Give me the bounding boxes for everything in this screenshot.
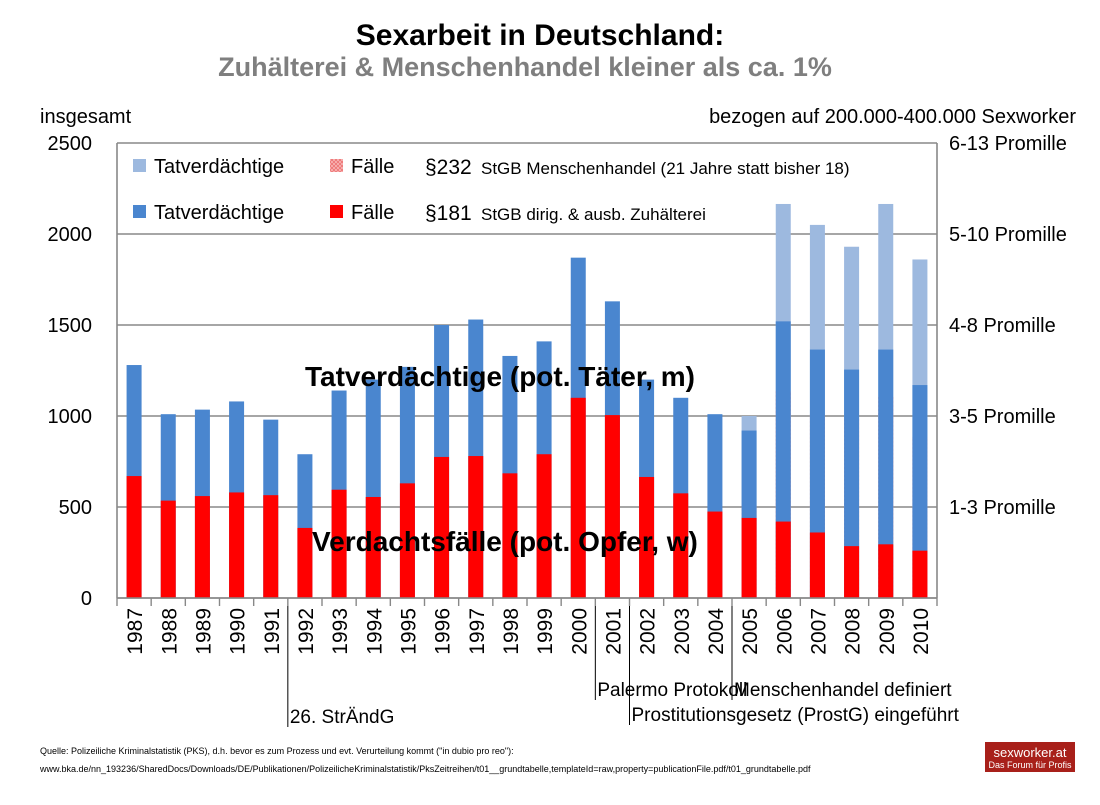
annotations: 26. StrÄndG Palermo Protokoll Prostitution…	[287, 606, 960, 728]
x-tick-label: 2001	[602, 608, 625, 655]
overlay-label-upper: Tatverdächtige (pot. Täter, m)	[305, 361, 695, 392]
bar-faelle-181-1999	[536, 454, 552, 598]
logo-name: sexworker.at	[994, 745, 1067, 760]
x-tick-label: 1998	[500, 608, 523, 655]
x-tick-label: 1987	[124, 608, 147, 655]
x-tick-label: 1990	[227, 608, 250, 655]
x-tick-label: 2007	[807, 608, 830, 655]
chart-title: Sexarbeit in Deutschland:	[356, 19, 724, 52]
y-tick-label: 1000	[48, 406, 93, 428]
legend-text-181: StGB dirig. & ausb. Zuhälterei	[481, 205, 706, 224]
bar-faelle-181-1994	[365, 496, 381, 598]
right-tick-label: 4-8 Promille	[949, 315, 1056, 337]
y-axis-right-label: bezogen auf 200.000-400.000 Sexworker	[709, 106, 1076, 128]
bar-faelle-181-1992	[297, 527, 313, 598]
bar-faelle-181-2003	[673, 493, 689, 598]
right-tick-label: 1-3 Promille	[949, 497, 1056, 519]
x-tick-label: 2004	[705, 608, 728, 655]
legend-swatch-faelle-232	[330, 159, 343, 172]
bar-faelle-181-1995	[399, 483, 415, 598]
source-line-1: Quelle: Polizeiliche Kriminalstatistik (…	[40, 746, 514, 756]
bar-faelle-181-1993	[331, 489, 347, 598]
legend-swatch-tatv-232	[133, 159, 146, 172]
x-tick-label: 1999	[534, 608, 557, 655]
bar-tatv-181-2008	[844, 369, 860, 598]
x-tick-label: 2010	[910, 608, 933, 655]
bar-faelle-181-1987	[126, 476, 142, 598]
x-tick-label: 2008	[842, 608, 865, 655]
legend-para-232: §232	[425, 156, 472, 179]
bar-faelle-181-2009	[878, 544, 894, 598]
x-tick-label: 1991	[261, 608, 284, 655]
bar-faelle-181-1991	[263, 495, 279, 598]
bar-faelle-181-2005	[741, 517, 757, 598]
legend-label-faelle-181: Fälle	[351, 202, 394, 224]
bar-faelle-181-2001	[604, 415, 620, 598]
bar-faelle-181-2006	[775, 521, 791, 598]
bar-faelle-181-2004	[707, 511, 723, 598]
annotation-label: Palermo Protokoll	[597, 680, 747, 701]
y-tick-label: 0	[81, 588, 92, 610]
x-tick-label: 2006	[773, 608, 796, 655]
legend-label-tatv-232: Tatverdächtige	[154, 156, 284, 178]
bar-faelle-181-2000	[570, 397, 586, 598]
bar-tatv-181-2009	[878, 349, 894, 598]
annotation-label: Menschenhandel definiert	[734, 680, 952, 701]
right-tick-label: 6-13 Promille	[949, 133, 1067, 155]
y-axis-left-label: insgesamt	[40, 106, 132, 128]
x-tick-label: 1997	[466, 608, 489, 655]
bar-faelle-181-1997	[468, 456, 484, 598]
annotation-label: Prostitutionsgesetz (ProstG) eingeführt	[632, 705, 960, 726]
x-tick-label: 1994	[363, 608, 386, 655]
x-tick-label: 2002	[637, 608, 660, 655]
bar-faelle-181-2010	[912, 550, 928, 598]
x-tick-label: 2009	[876, 608, 899, 655]
x-tick-label: 1989	[192, 608, 215, 655]
x-tick-label: 1996	[432, 608, 455, 655]
x-tick-label: 2003	[671, 608, 694, 655]
bar-tatv-181-2010	[912, 385, 928, 598]
logo-tagline: Das Forum für Profis	[988, 760, 1072, 770]
legend-label-faelle-232: Fälle	[351, 156, 394, 178]
logo: sexworker.at Das Forum für Profis	[985, 742, 1075, 772]
bar-faelle-181-1988	[160, 500, 176, 598]
x-tick-label: 1988	[158, 608, 181, 655]
overlay-label-lower: Verdachtsfälle (pot. Opfer, w)	[312, 526, 698, 557]
y-tick-label: 500	[59, 497, 92, 519]
y-tick-label: 2000	[48, 224, 93, 246]
logo-background	[985, 742, 1075, 772]
bar-faelle-181-2002	[639, 476, 655, 598]
bar-faelle-181-1998	[502, 473, 518, 598]
y-tick-label: 1500	[48, 315, 93, 337]
x-tick-label: 1992	[295, 608, 318, 655]
right-tick-label: 5-10 Promille	[949, 224, 1067, 246]
x-tick-label: 1995	[397, 608, 420, 655]
legend-text-232: StGB Menschenhandel (21 Jahre statt bish…	[481, 159, 850, 178]
bar-faelle-181-2008	[844, 546, 860, 598]
x-tick-label: 2000	[568, 608, 591, 655]
x-tick-label: 1993	[329, 608, 352, 655]
legend-swatch-faelle-181	[330, 205, 343, 218]
chart-subtitle: Zuhälterei & Menschenhandel kleiner als …	[218, 52, 832, 82]
annotation-label: 26. StrÄndG	[290, 707, 395, 728]
x-axis: 1987 1988 1989 1990 1991 1992 1993 1994 1995 1996…	[116, 597, 938, 655]
y-ticks: 0 500 1000 1500 2000 2500	[48, 133, 93, 610]
legend-swatch-tatv-181	[133, 205, 146, 218]
right-tick-label: 3-5 Promille	[949, 406, 1056, 428]
bar-faelle-181-1990	[229, 492, 245, 598]
bar-faelle-181-1989	[194, 496, 210, 598]
source-line-2: www.bka.de/nn_193236/SharedDocs/Download…	[39, 764, 811, 774]
x-tick-label: 2005	[739, 608, 762, 655]
right-ticks: 6-13 Promille 5-10 Promille 4-8 Promille 3-…	[949, 133, 1067, 519]
legend-label-tatv-181: Tatverdächtige	[154, 202, 284, 224]
bar-faelle-181-2007	[809, 532, 825, 598]
y-tick-label: 2500	[48, 133, 93, 155]
legend-para-181: §181	[425, 202, 472, 225]
bars	[126, 203, 928, 599]
legend: Tatverdächtige Fälle §232 StGB Menschenh…	[133, 156, 850, 225]
bar-faelle-181-1996	[434, 456, 450, 598]
